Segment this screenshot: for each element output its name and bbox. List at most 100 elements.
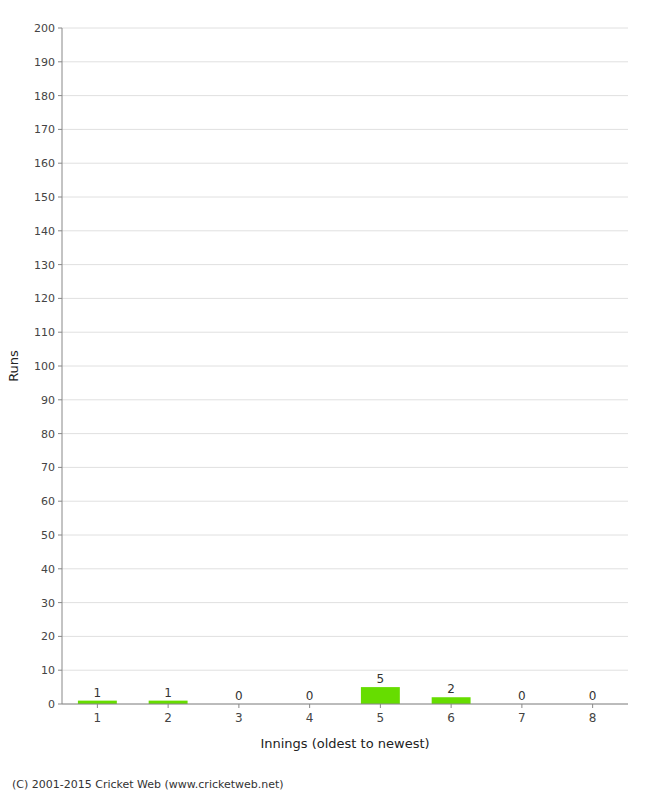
- grid-line: [62, 332, 628, 333]
- x-tick-label: 2: [164, 711, 172, 725]
- data-label: 0: [235, 689, 243, 703]
- grid-line: [62, 163, 628, 164]
- y-tick-label: 160: [34, 157, 55, 170]
- chart-container: 1100520001020304050607080901001101201301…: [0, 0, 650, 800]
- x-tick: [168, 704, 169, 708]
- y-tick: [58, 670, 62, 671]
- grid-line: [62, 264, 628, 265]
- y-tick-label: 170: [34, 123, 55, 136]
- grid-line: [62, 568, 628, 569]
- y-tick-label: 70: [41, 461, 55, 474]
- y-tick: [58, 28, 62, 29]
- grid-line: [62, 366, 628, 367]
- axes: 0102030405060708090100110120130140150160…: [34, 22, 628, 725]
- grid-line: [62, 399, 628, 400]
- x-tick: [451, 704, 452, 708]
- chart: 1100520001020304050607080901001101201301…: [0, 0, 650, 800]
- y-tick-label: 40: [41, 563, 55, 576]
- y-tick: [58, 61, 62, 62]
- x-axis-line: [62, 704, 628, 705]
- x-tick: [592, 704, 593, 708]
- data-labels: 1 1 0 0 5 2 0 0: [94, 672, 597, 703]
- y-tick: [58, 568, 62, 569]
- grid-line: [62, 28, 628, 29]
- x-tick: [309, 704, 310, 708]
- y-tick: [58, 163, 62, 164]
- grid-line: [62, 61, 628, 62]
- x-tick: [521, 704, 522, 708]
- y-tick-label: 110: [34, 326, 55, 339]
- footer: (C) 2001-2015 Cricket Web (www.cricketwe…: [12, 778, 284, 791]
- y-tick: [58, 197, 62, 198]
- bar: [432, 697, 471, 704]
- y-tick: [58, 399, 62, 400]
- grid-line: [62, 704, 628, 705]
- y-tick: [58, 264, 62, 265]
- data-label: 1: [164, 686, 172, 700]
- grid-line: [62, 636, 628, 637]
- y-tick: [58, 704, 62, 705]
- grid-line: [62, 670, 628, 671]
- y-tick: [58, 95, 62, 96]
- y-tick-label: 180: [34, 90, 55, 103]
- data-label: 1: [94, 686, 102, 700]
- x-tick: [380, 704, 381, 708]
- data-label: 5: [377, 672, 385, 686]
- grid-line: [62, 433, 628, 434]
- y-tick-label: 130: [34, 259, 55, 272]
- data-label: 0: [518, 689, 526, 703]
- bar: [361, 687, 400, 704]
- bars: [78, 687, 471, 704]
- x-tick: [238, 704, 239, 708]
- grid-line: [62, 467, 628, 468]
- y-tick-label: 30: [41, 597, 55, 610]
- y-tick-label: 60: [41, 495, 55, 508]
- bar: [78, 701, 117, 704]
- grid-line: [62, 602, 628, 603]
- y-tick: [58, 129, 62, 130]
- grid-line: [62, 129, 628, 130]
- y-tick-label: 140: [34, 225, 55, 238]
- y-tick-label: 100: [34, 360, 55, 373]
- x-tick-label: 5: [377, 711, 385, 725]
- x-tick-label: 6: [447, 711, 455, 725]
- grid-line: [62, 197, 628, 198]
- grid-line: [62, 230, 628, 231]
- y-tick-label: 50: [41, 529, 55, 542]
- x-tick-label: 4: [306, 711, 314, 725]
- y-tick: [58, 636, 62, 637]
- y-tick-label: 150: [34, 191, 55, 204]
- grid: [62, 28, 628, 704]
- grid-line: [62, 298, 628, 299]
- y-tick-label: 120: [34, 292, 55, 305]
- y-tick: [58, 332, 62, 333]
- y-tick: [58, 230, 62, 231]
- x-tick-label: 8: [589, 711, 597, 725]
- x-tick-label: 1: [94, 711, 102, 725]
- y-tick: [58, 467, 62, 468]
- x-tick-label: 3: [235, 711, 243, 725]
- y-tick: [58, 366, 62, 367]
- y-tick-label: 200: [34, 22, 55, 35]
- y-axis-label: Runs: [6, 350, 21, 382]
- y-tick: [58, 433, 62, 434]
- y-tick-label: 20: [41, 630, 55, 643]
- grid-line: [62, 95, 628, 96]
- x-tick-label: 7: [518, 711, 526, 725]
- bar: [149, 701, 188, 704]
- y-tick: [58, 535, 62, 536]
- y-tick-label: 80: [41, 428, 55, 441]
- grid-line: [62, 535, 628, 536]
- y-tick: [58, 501, 62, 502]
- data-label: 0: [589, 689, 597, 703]
- grid-line: [62, 501, 628, 502]
- y-tick-label: 190: [34, 56, 55, 69]
- x-tick: [97, 704, 98, 708]
- data-label: 0: [306, 689, 314, 703]
- y-tick: [58, 298, 62, 299]
- y-tick-label: 10: [41, 664, 55, 677]
- y-tick-label: 0: [48, 698, 55, 711]
- y-tick: [58, 602, 62, 603]
- data-label: 2: [447, 682, 455, 696]
- x-axis-label: Innings (oldest to newest): [260, 736, 429, 751]
